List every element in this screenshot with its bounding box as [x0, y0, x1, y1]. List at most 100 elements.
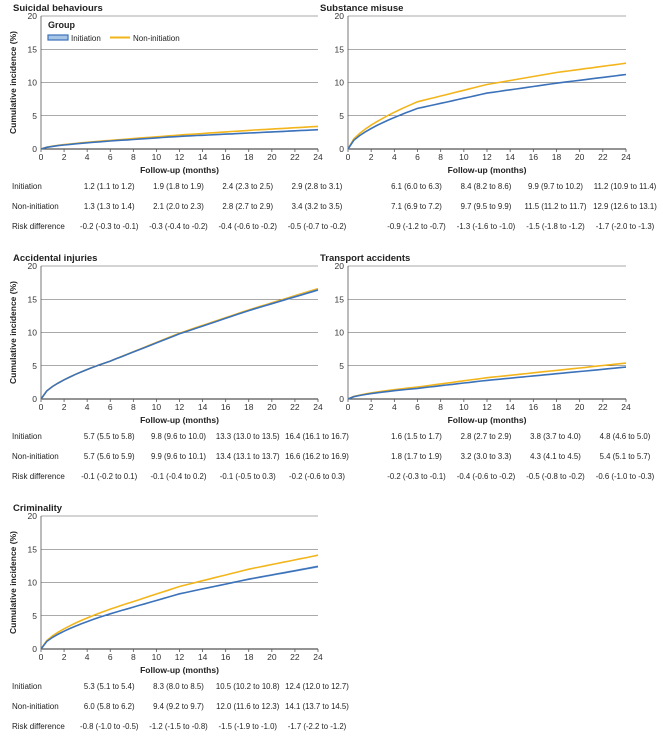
initiation-confidence-band: [41, 288, 318, 399]
table-cell: -0.5 (-0.7 to -0.2): [288, 222, 347, 231]
table-cell: 4.3 (4.1 to 4.5): [530, 452, 581, 461]
y-tick-label: 20: [28, 11, 38, 21]
x-tick-label: 6: [108, 152, 113, 162]
x-tick-label: 4: [85, 402, 90, 412]
initiation-confidence-band: [41, 565, 318, 649]
x-tick-label: 18: [244, 152, 254, 162]
table-cell: 3.4 (3.2 to 3.5): [292, 202, 343, 211]
y-tick-label: 0: [32, 644, 37, 654]
y-tick-label: 15: [28, 544, 38, 554]
y-tick-label: 10: [335, 78, 345, 88]
table-cell: 1.8 (1.7 to 1.9): [391, 452, 442, 461]
table-cell: 2.1 (2.0 to 2.3): [153, 202, 204, 211]
table-row-label: Non-initiation: [12, 452, 59, 461]
x-tick-label: 0: [39, 652, 44, 662]
table-cell: -1.2 (-1.5 to -0.8): [149, 722, 208, 731]
x-tick-label: 14: [198, 652, 208, 662]
x-tick-label: 2: [369, 402, 374, 412]
table-cell: 9.8 (9.6 to 10.0): [151, 432, 206, 441]
table-cell: -0.8 (-1.0 to -0.5): [80, 722, 139, 731]
y-tick-label: 5: [32, 611, 37, 621]
y-axis-title: Cumulative incidence (%): [8, 281, 18, 384]
x-tick-label: 24: [621, 402, 631, 412]
table-cell: 1.9 (1.8 to 1.9): [153, 182, 204, 191]
table-cell: 2.4 (2.3 to 2.5): [222, 182, 273, 191]
x-tick-label: 20: [267, 152, 277, 162]
table-cell: 4.8 (4.6 to 5.0): [600, 432, 651, 441]
y-tick-label: 20: [335, 11, 345, 21]
x-tick-label: 12: [175, 402, 185, 412]
y-tick-label: 10: [335, 328, 345, 338]
x-tick-label: 8: [438, 152, 443, 162]
table-cell: 3.8 (3.7 to 4.0): [530, 432, 581, 441]
table-cell: 2.8 (2.7 to 2.9): [461, 432, 512, 441]
x-tick-label: 12: [175, 652, 185, 662]
x-tick-label: 22: [290, 652, 300, 662]
table-cell: 2.9 (2.8 to 3.1): [292, 182, 343, 191]
x-axis-title: Follow-up (months): [448, 165, 527, 175]
x-tick-label: 2: [62, 152, 67, 162]
y-tick-label: 0: [32, 144, 37, 154]
legend-non-initiation-label: Non-initiation: [133, 34, 180, 43]
table-cell: 14.1 (13.7 to 14.5): [285, 702, 349, 711]
x-tick-label: 18: [244, 402, 254, 412]
panel-title: Suicidal behaviours: [13, 3, 103, 14]
table-cell: 9.9 (9.7 to 10.2): [528, 182, 583, 191]
y-tick-label: 15: [335, 44, 345, 54]
x-tick-label: 6: [108, 652, 113, 662]
legend-initiation-label: Initiation: [71, 34, 101, 43]
legend-initiation-swatch: [47, 34, 69, 41]
table-cell: -0.1 (-0.4 to 0.2): [151, 472, 207, 481]
table-cell: 13.3 (13.0 to 13.5): [216, 432, 280, 441]
x-tick-label: 4: [392, 402, 397, 412]
x-tick-label: 0: [39, 402, 44, 412]
x-tick-label: 16: [221, 152, 231, 162]
table-cell: -1.7 (-2.2 to -1.2): [288, 722, 347, 731]
table-cell: 3.2 (3.0 to 3.3): [461, 452, 512, 461]
table-cell: 1.2 (1.1 to 1.2): [84, 182, 135, 191]
table-cell: 1.6 (1.5 to 1.7): [391, 432, 442, 441]
y-tick-label: 0: [339, 394, 344, 404]
x-tick-label: 4: [85, 652, 90, 662]
y-tick-label: 10: [28, 578, 38, 588]
table-cell: 11.5 (11.2 to 11.7): [525, 202, 587, 211]
non-initiation-line: [40, 125, 319, 150]
y-tick-label: 0: [32, 394, 37, 404]
table-cell: -0.9 (-1.2 to -0.7): [387, 222, 446, 231]
x-tick-label: 24: [313, 402, 323, 412]
x-tick-label: 18: [552, 402, 562, 412]
x-tick-label: 16: [221, 652, 231, 662]
x-tick-label: 14: [198, 402, 208, 412]
x-tick-label: 6: [108, 402, 113, 412]
legend-box: [46, 18, 196, 48]
legend-title: Group: [48, 20, 75, 30]
table-cell: 8.3 (8.0 to 8.5): [153, 682, 204, 691]
table-row-label: Initiation: [12, 682, 42, 691]
table-cell: 11.2 (10.9 to 11.4): [594, 182, 657, 191]
x-tick-label: 20: [575, 402, 585, 412]
table-cell: 5.7 (5.6 to 5.9): [84, 452, 135, 461]
table-cell: 16.6 (16.2 to 16.9): [285, 452, 349, 461]
initiation-line: [40, 128, 319, 150]
y-tick-label: 0: [339, 144, 344, 154]
table-cell: 2.8 (2.7 to 2.9): [222, 202, 273, 211]
panel-title: Accidental injuries: [13, 253, 97, 264]
table-cell: -0.4 (-0.6 to -0.2): [219, 222, 278, 231]
table-cell: 7.1 (6.9 to 7.2): [391, 202, 442, 211]
x-tick-label: 8: [438, 402, 443, 412]
table-cell: 5.4 (5.1 to 5.7): [600, 452, 651, 461]
initiation-line: [40, 565, 319, 650]
panel-title: Substance misuse: [320, 3, 403, 14]
y-tick-label: 15: [335, 294, 345, 304]
panel-title: Transport accidents: [320, 253, 410, 264]
x-tick-label: 2: [62, 652, 67, 662]
table-row-label: Risk difference: [12, 472, 65, 481]
x-tick-label: 20: [267, 402, 277, 412]
table-row-label: Non-initiation: [12, 702, 59, 711]
y-tick-label: 5: [32, 111, 37, 121]
x-tick-label: 18: [552, 152, 562, 162]
x-axis-title: Follow-up (months): [140, 165, 219, 175]
